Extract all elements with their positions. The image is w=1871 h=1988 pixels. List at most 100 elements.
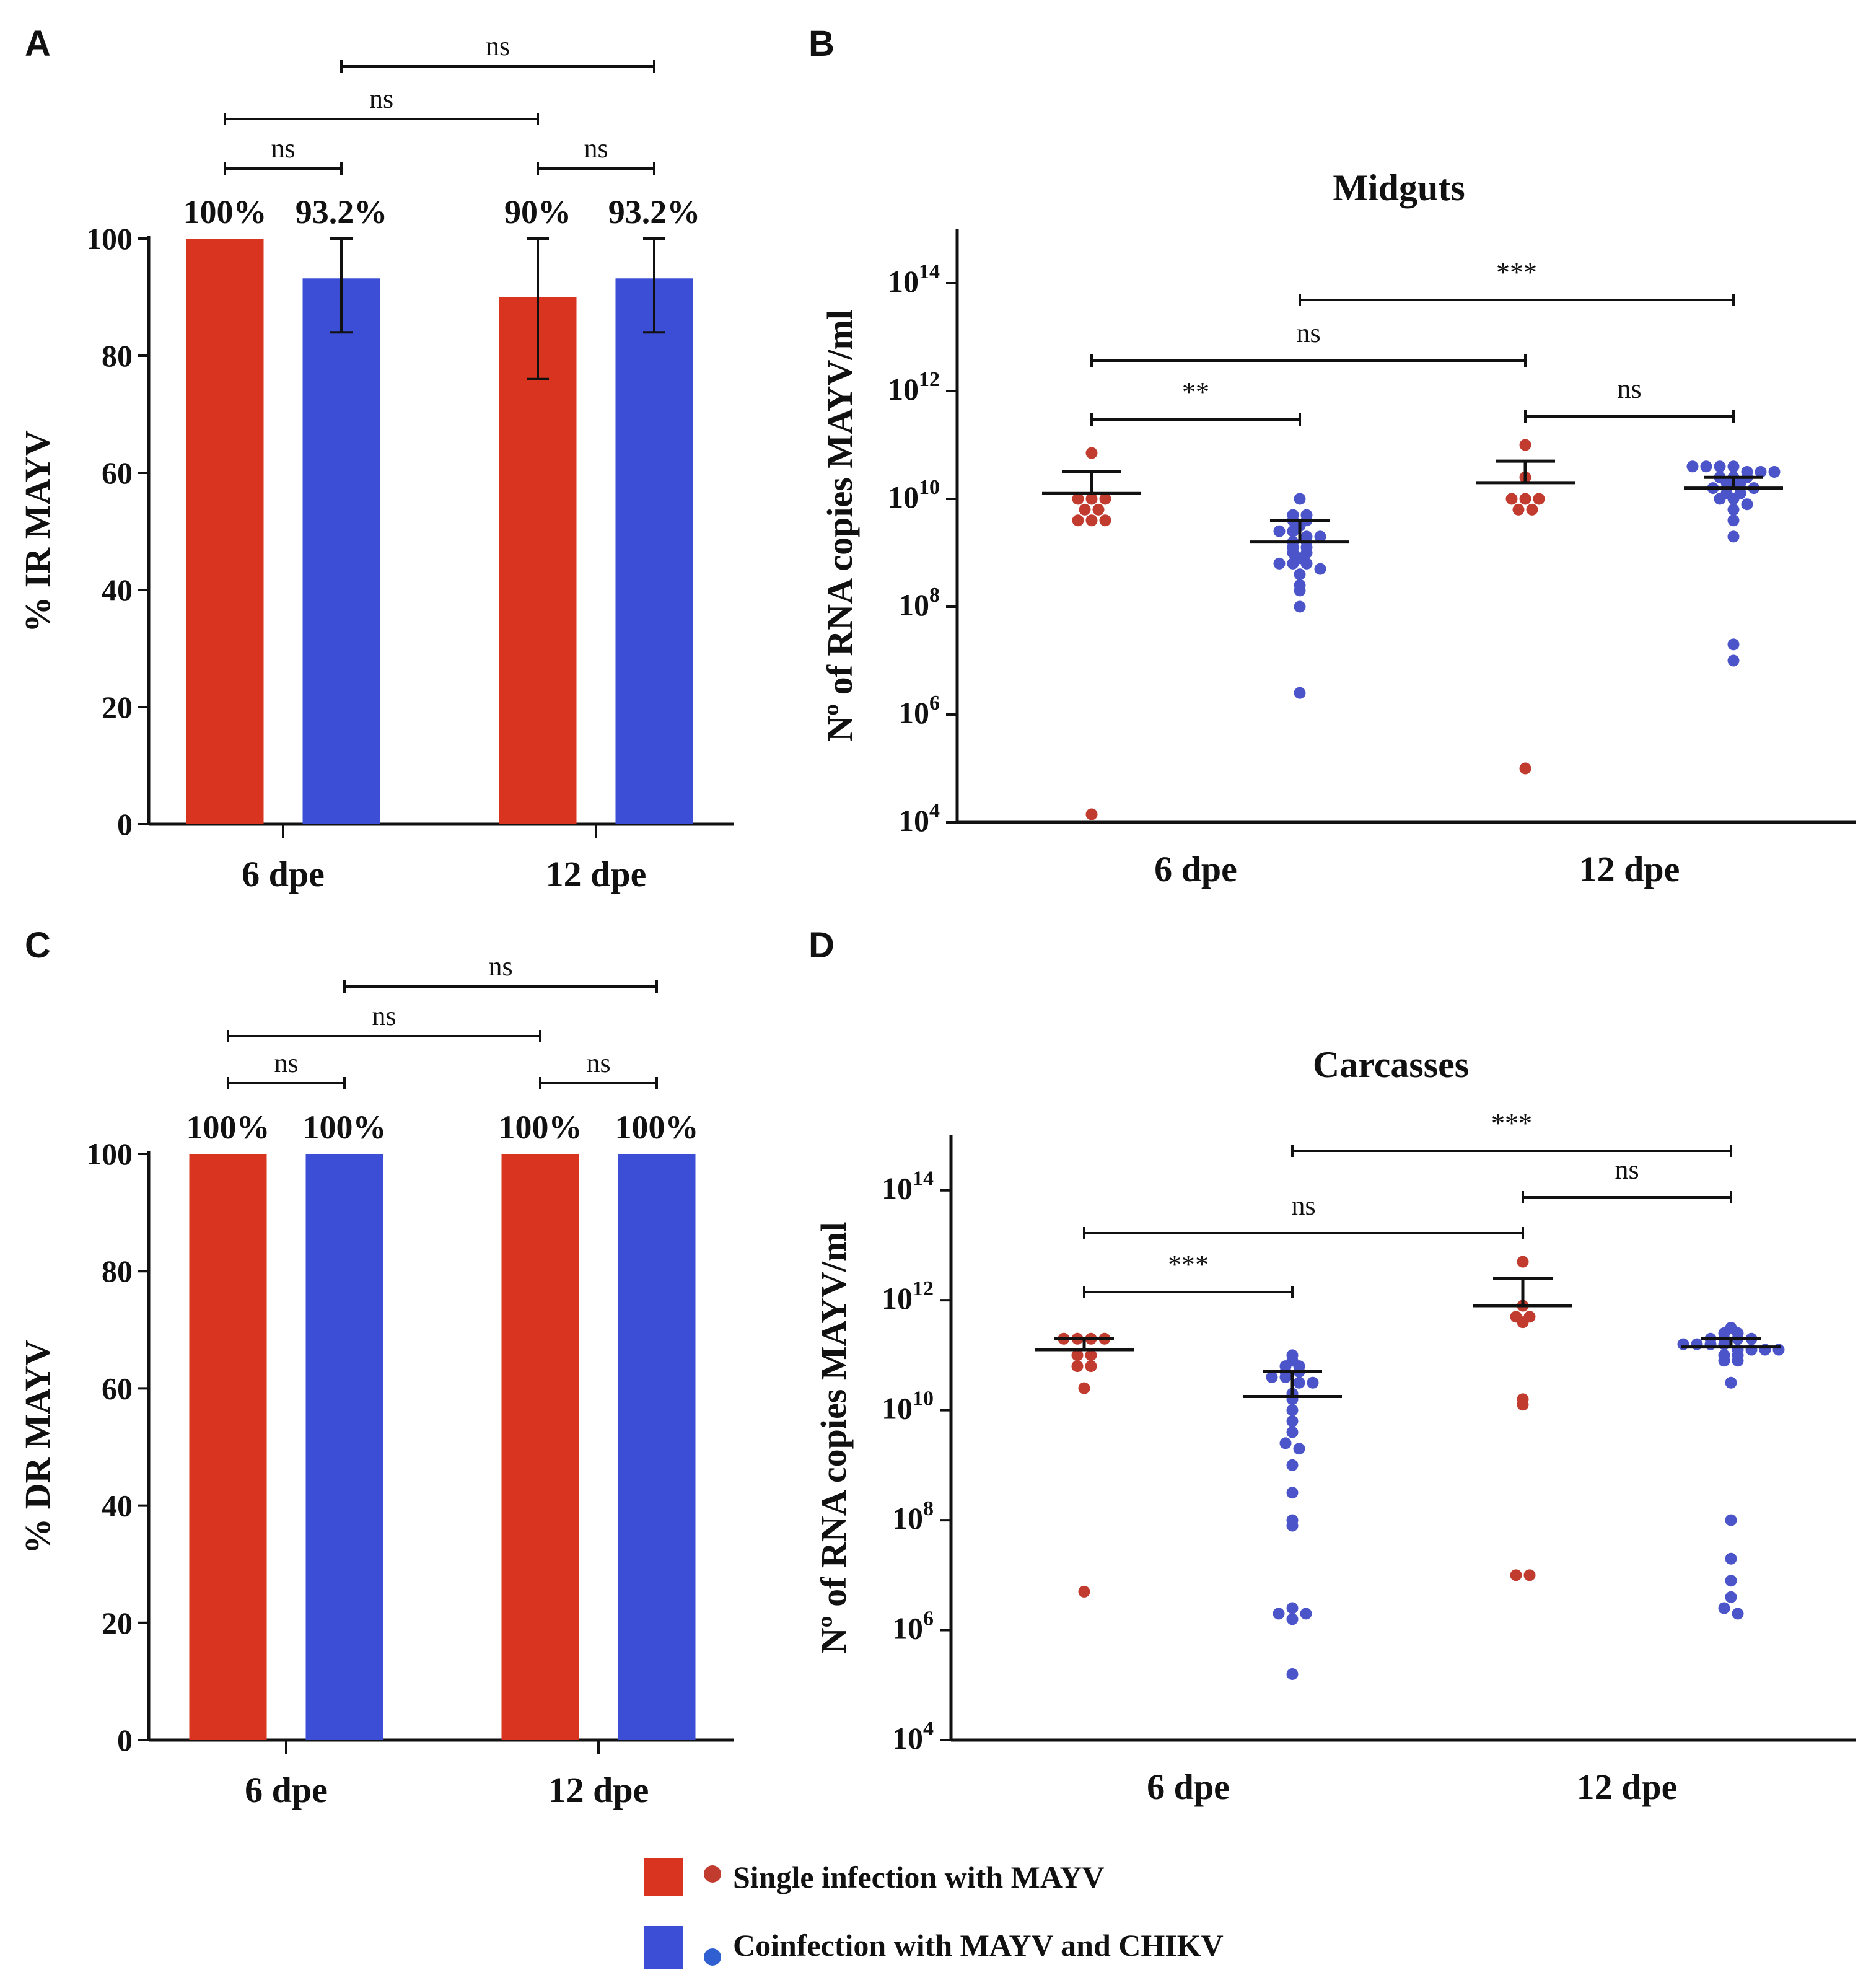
y-axis-label: Nº of RNA copies MAYV/ml xyxy=(820,310,860,742)
x-tick-label: 12 dpe xyxy=(546,854,647,894)
bar-coinf xyxy=(302,278,380,824)
point-coinf xyxy=(1755,466,1767,478)
y-tick-label: 40 xyxy=(102,1489,133,1523)
legend-swatch-single xyxy=(644,1858,683,1896)
y-tick-label: 1014 xyxy=(882,1168,934,1206)
point-coinf xyxy=(1279,1437,1292,1449)
significance-label: ns xyxy=(1296,318,1320,348)
point-coinf xyxy=(1686,460,1699,473)
point-coinf xyxy=(1286,1404,1299,1417)
panel-letter-a: A xyxy=(25,24,51,64)
chart-title: Carcasses xyxy=(1313,1044,1469,1085)
point-coinf xyxy=(1286,1349,1299,1361)
bar-value-label: 100% xyxy=(303,1109,387,1146)
significance-label: ns xyxy=(372,1001,396,1031)
legend-swatch-coinf xyxy=(644,1926,683,1969)
point-coinf xyxy=(1314,563,1326,575)
point-single xyxy=(1085,447,1098,459)
point-coinf xyxy=(1294,493,1306,505)
point-coinf xyxy=(1700,460,1712,473)
point-single xyxy=(1099,514,1111,527)
significance-label: ns xyxy=(584,133,608,164)
panel-letter-b: B xyxy=(808,24,835,64)
point-coinf xyxy=(1718,1602,1730,1614)
x-tick-label: 12 dpe xyxy=(1577,1767,1678,1807)
y-tick-label: 1012 xyxy=(882,1277,934,1316)
y-tick-label: 106 xyxy=(898,692,940,730)
significance-label: *** xyxy=(1168,1249,1209,1280)
point-single xyxy=(1510,1311,1522,1323)
point-coinf xyxy=(1727,638,1740,651)
point-coinf xyxy=(1294,600,1306,613)
point-coinf xyxy=(1286,1602,1299,1614)
significance-label: ns xyxy=(1617,374,1641,404)
point-coinf xyxy=(1727,514,1740,527)
point-coinf xyxy=(1273,557,1286,570)
significance-label: ns xyxy=(488,951,512,982)
point-coinf xyxy=(1727,460,1740,473)
panel-letter-c: C xyxy=(25,925,51,965)
point-coinf xyxy=(1300,530,1313,543)
y-tick-label: 108 xyxy=(898,584,940,622)
y-tick-label: 0 xyxy=(117,1723,133,1757)
point-single xyxy=(1078,1382,1090,1394)
point-coinf xyxy=(1725,1376,1737,1389)
point-coinf xyxy=(1727,654,1740,667)
point-coinf xyxy=(1725,1322,1737,1334)
x-tick-label: 6 dpe xyxy=(245,1770,328,1810)
point-single xyxy=(1505,493,1518,505)
point-single xyxy=(1085,514,1098,527)
point-coinf xyxy=(1294,568,1306,581)
legend-label-single: Single infection with MAYV xyxy=(733,1860,1105,1894)
significance-label: ns xyxy=(271,133,295,164)
bar-value-label: 93.2% xyxy=(608,193,701,231)
point-coinf xyxy=(1286,1459,1299,1471)
bar-value-label: 100% xyxy=(186,1109,270,1146)
significance-label: ns xyxy=(369,84,393,114)
y-axis-label: Nº of RNA copies MAYV/ml xyxy=(813,1222,854,1654)
bar-coinf xyxy=(618,1154,696,1740)
point-coinf xyxy=(1266,1371,1278,1383)
panel-a-chart: 0 20 40 60 80 100 % IR MAYV 6 dpe 100% 93.2% 12 dp… xyxy=(17,31,734,894)
legend: Single infection with MAYV Coinfection w… xyxy=(644,1858,1224,1969)
point-coinf xyxy=(1727,503,1740,516)
significance-label: *** xyxy=(1496,257,1537,288)
bar-coinf xyxy=(615,278,693,824)
point-single xyxy=(1519,493,1531,505)
y-tick-label: 40 xyxy=(102,573,133,607)
y-tick-label: 1010 xyxy=(888,476,940,514)
y-tick-label: 60 xyxy=(102,455,133,490)
point-coinf xyxy=(1314,530,1326,543)
y-tick-label: 60 xyxy=(102,1371,133,1405)
bar-single xyxy=(501,1154,579,1740)
point-coinf xyxy=(1273,1608,1285,1620)
point-single xyxy=(1085,1360,1097,1373)
point-single xyxy=(1523,1311,1536,1323)
y-tick-label: 100 xyxy=(86,221,133,256)
point-coinf xyxy=(1718,1349,1730,1361)
point-coinf xyxy=(1286,1426,1299,1438)
point-single xyxy=(1510,1569,1522,1581)
point-coinf xyxy=(1732,1608,1744,1620)
y-tick-label: 104 xyxy=(892,1717,934,1756)
point-single xyxy=(1085,808,1098,820)
x-tick-label: 6 dpe xyxy=(1147,1767,1230,1807)
bar-coinf xyxy=(305,1154,383,1740)
point-coinf xyxy=(1294,579,1306,591)
point-single xyxy=(1523,1569,1536,1581)
y-axis-label: % DR MAYV xyxy=(17,1340,58,1554)
point-single xyxy=(1071,1349,1084,1361)
point-coinf xyxy=(1287,509,1299,521)
point-coinf xyxy=(1714,460,1726,473)
significance-label: ns xyxy=(586,1048,610,1078)
point-coinf xyxy=(1286,1487,1299,1499)
point-coinf xyxy=(1300,509,1313,521)
bar-value-label: 100% xyxy=(183,193,267,231)
bar-single xyxy=(189,1154,267,1740)
point-coinf xyxy=(1293,1443,1305,1455)
point-single xyxy=(1085,493,1098,505)
point-coinf xyxy=(1273,525,1286,537)
point-single xyxy=(1072,493,1084,505)
chart-title: Midguts xyxy=(1333,167,1465,208)
point-single xyxy=(1512,503,1525,516)
